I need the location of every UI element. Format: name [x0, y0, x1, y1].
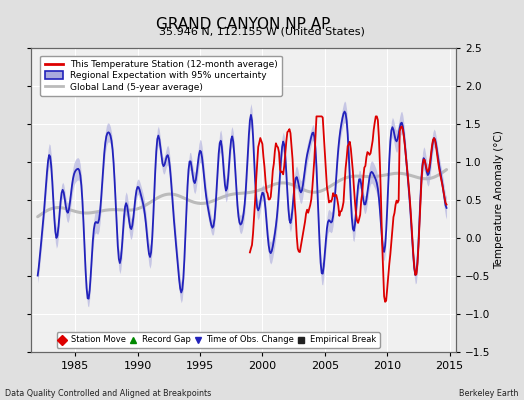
Y-axis label: Temperature Anomaly (°C): Temperature Anomaly (°C)	[495, 130, 505, 270]
Text: 35.946 N, 112.155 W (United States): 35.946 N, 112.155 W (United States)	[159, 26, 365, 36]
Text: Data Quality Controlled and Aligned at Breakpoints: Data Quality Controlled and Aligned at B…	[5, 389, 212, 398]
Text: Berkeley Earth: Berkeley Earth	[460, 389, 519, 398]
Title: GRAND CANYON NP AP: GRAND CANYON NP AP	[157, 16, 331, 32]
Legend: Station Move, Record Gap, Time of Obs. Change, Empirical Break: Station Move, Record Gap, Time of Obs. C…	[57, 332, 380, 348]
